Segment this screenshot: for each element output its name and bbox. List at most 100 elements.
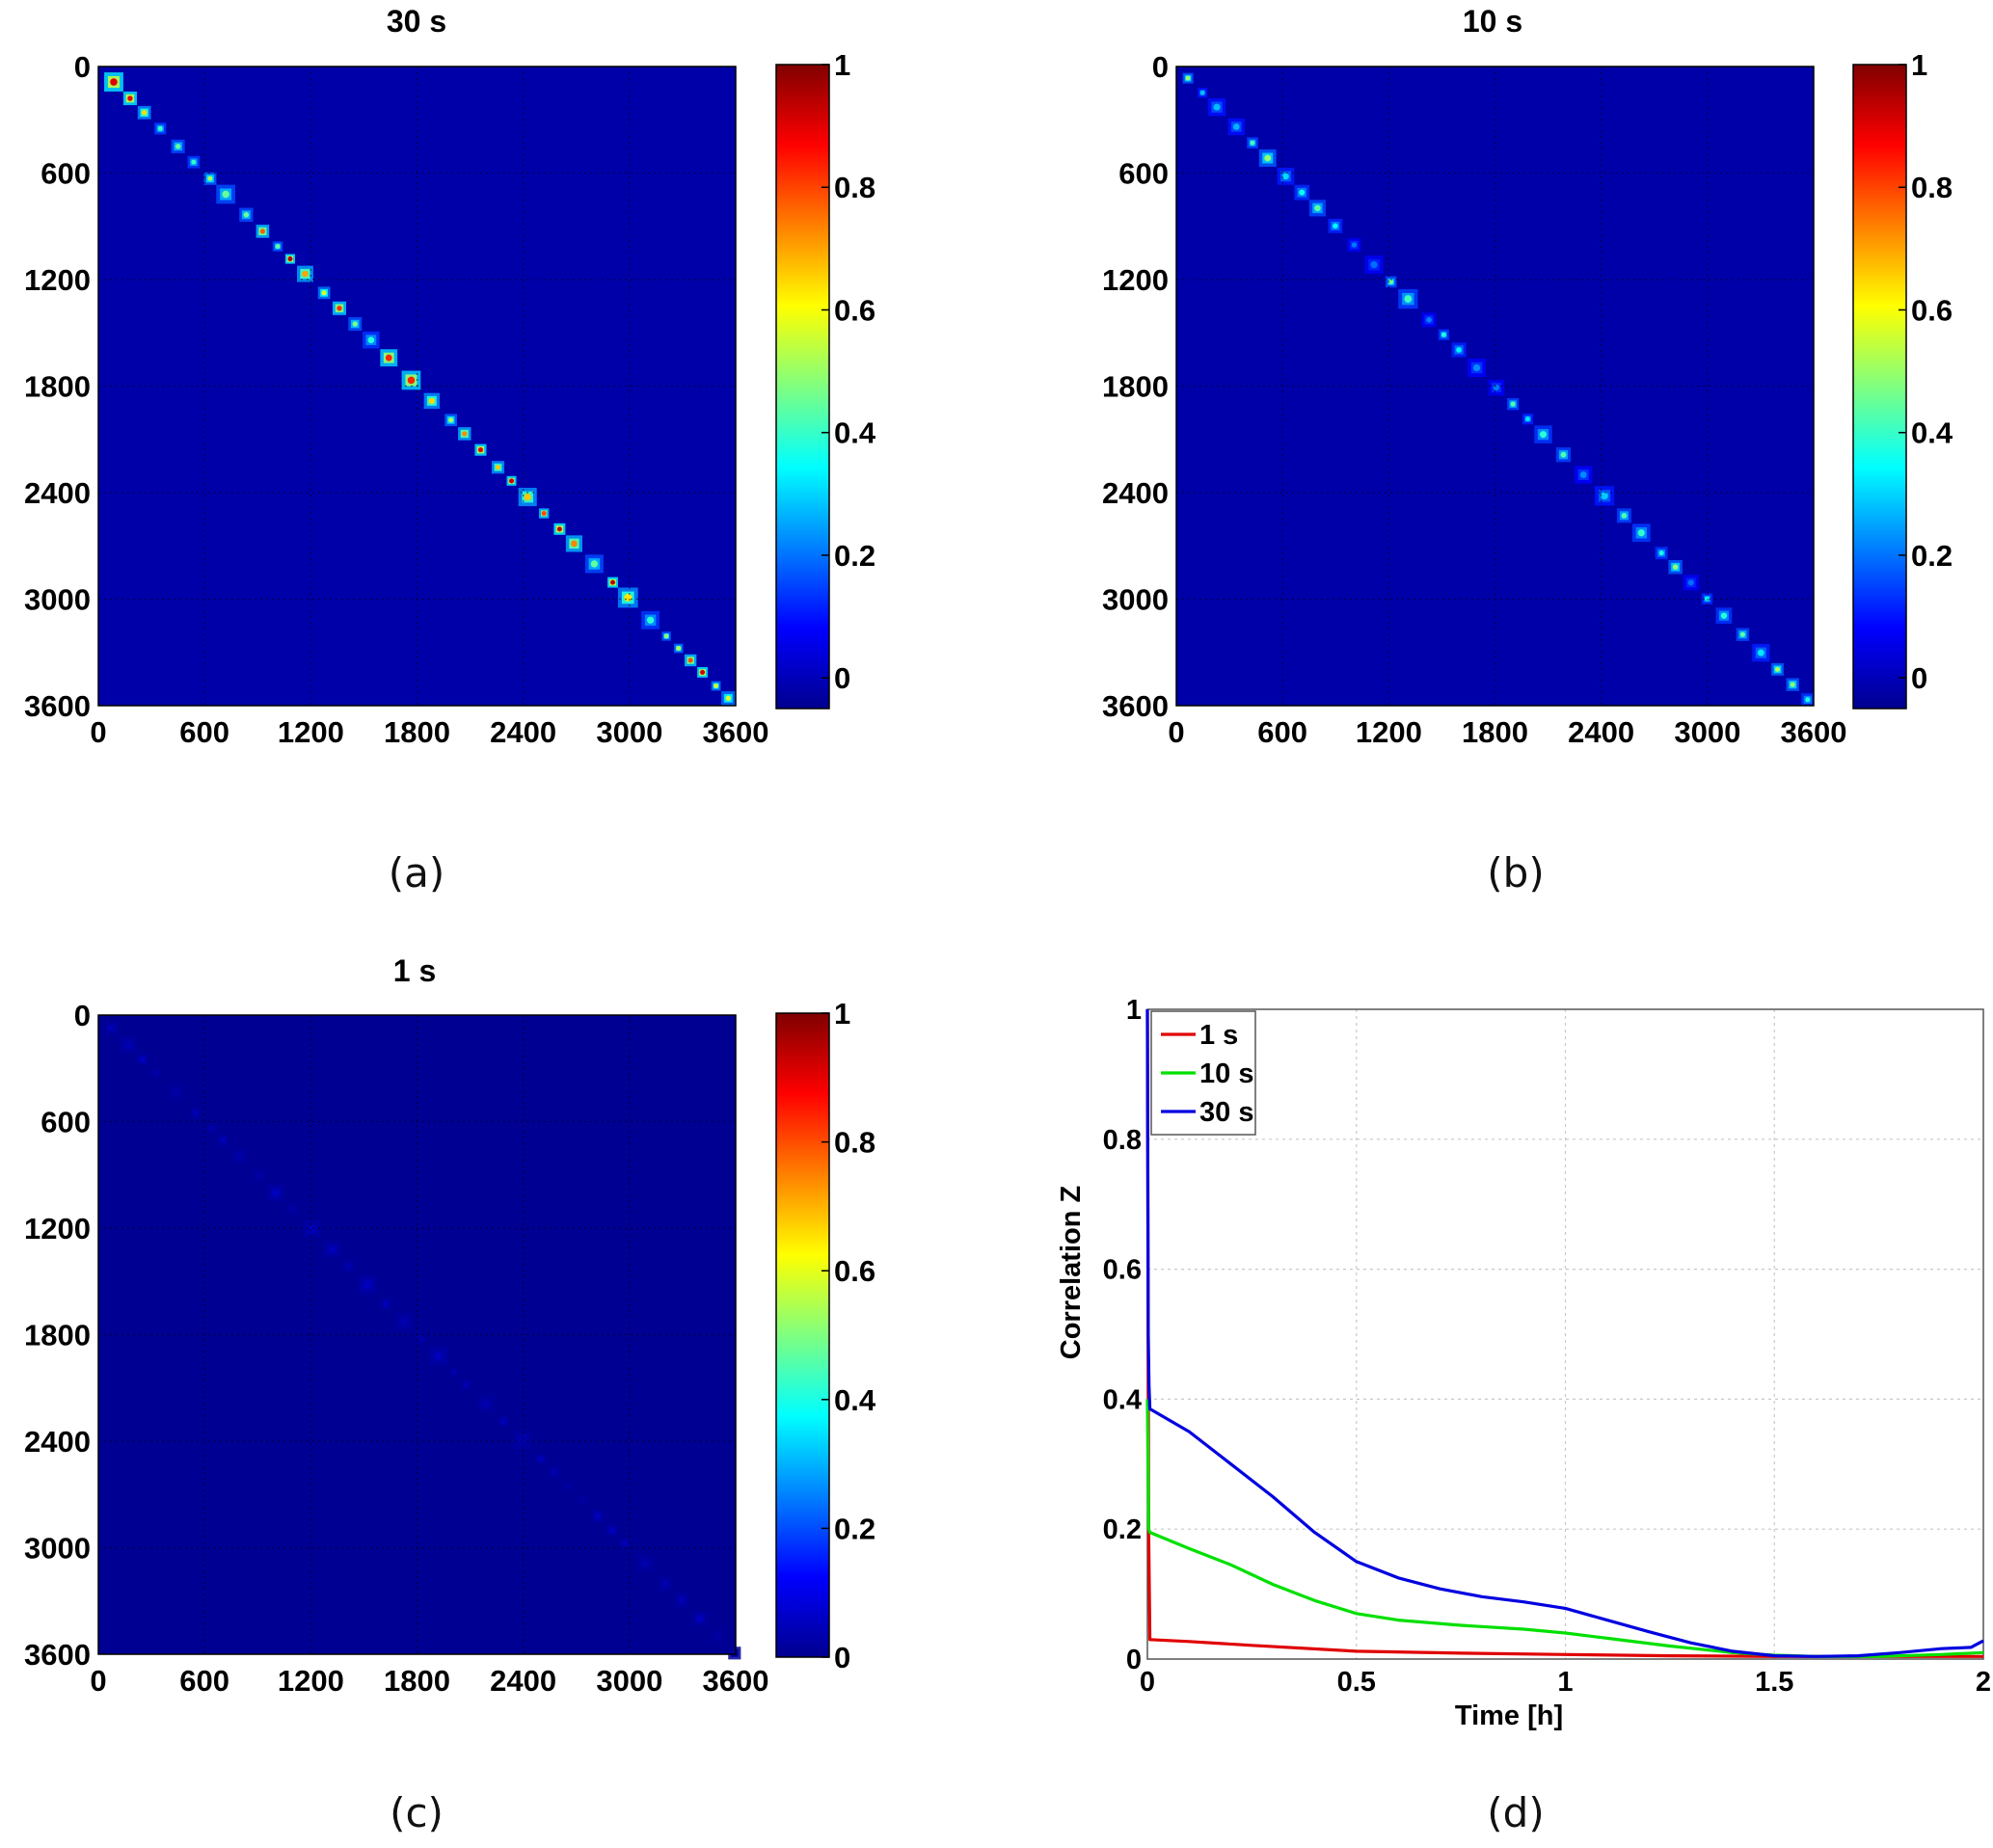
heatmap-peak	[1186, 76, 1191, 81]
heatmap-peak	[1580, 471, 1587, 478]
heatmap-peak	[623, 1540, 628, 1545]
x-tick-label: 1	[1557, 1667, 1573, 1698]
legend-label: 30 s	[1199, 1097, 1253, 1128]
heatmap-peak	[364, 1281, 371, 1289]
heatmap-peak	[557, 526, 562, 531]
x-tick-label: 2400	[1568, 715, 1634, 749]
heatmap-peak	[418, 1336, 423, 1341]
colorbar-tick-label: 0.2	[834, 539, 875, 573]
heatmap-peak	[287, 256, 292, 261]
x-tick-label: 2400	[490, 715, 556, 749]
panel-c-colorbar: 00.20.40.60.81	[776, 997, 876, 1674]
x-tick-label: 2	[1976, 1667, 1991, 1698]
colorbar-tick-label: 0.4	[834, 416, 876, 450]
heatmap-peak	[1473, 364, 1480, 371]
heatmap-peak	[194, 1111, 199, 1115]
x-tick-label: 2400	[490, 1664, 556, 1698]
heatmap-peak	[715, 1634, 721, 1640]
x-tick-label: 1800	[384, 715, 450, 749]
heatmap-peak	[1511, 402, 1516, 407]
y-tick-label: 0.4	[1103, 1384, 1142, 1415]
panel-b: 10 s 0 600 1200 1800 2400 3000 360006001200180…	[1102, 4, 1953, 897]
colorbar-tick-label: 0.4	[834, 1383, 876, 1417]
panel-c-heatmap: 0 600 1200 1800 2400 3000 36000600120018002400…	[24, 999, 768, 1698]
heatmap-peak	[566, 1484, 571, 1488]
heatmap-peak	[109, 1026, 114, 1031]
heatmap-peak	[1388, 280, 1393, 284]
y-tick-label: 3600	[24, 1638, 91, 1672]
heatmap-peak	[624, 594, 632, 602]
heatmap-peak	[1740, 632, 1745, 637]
legend-label: 10 s	[1199, 1058, 1253, 1089]
heatmap-peak	[448, 417, 453, 422]
heatmap-peak	[1233, 123, 1240, 130]
heatmap-peak	[1494, 385, 1499, 390]
y-tick-label: 1800	[24, 370, 91, 404]
heatmap-peak	[1775, 667, 1780, 672]
heatmap-peak	[700, 670, 705, 675]
heatmap-peak	[676, 646, 681, 651]
heatmap-peak	[1426, 317, 1432, 323]
heatmap-peak	[158, 126, 163, 131]
heatmap-peak	[542, 511, 547, 516]
heatmap-peak	[408, 377, 416, 385]
heatmap-peak	[1688, 579, 1694, 585]
panel-c: 1 s 0 600 1200 1800 2400 3000 3600060012001800…	[24, 953, 876, 1836]
colorbar-tick-label: 1	[834, 48, 850, 82]
heatmap-peak	[276, 244, 281, 249]
heatmap-peak	[509, 478, 514, 483]
heatmap-peak	[1264, 155, 1271, 162]
heatmap-peak	[1805, 697, 1810, 702]
heatmap-peak	[688, 658, 693, 663]
x-tick-label: 1.5	[1755, 1667, 1793, 1698]
heatmap-peak	[1250, 141, 1254, 146]
panel-d-linechart: 0 0.5 1 1.5 200.20.40.60.811 s10 s30 s	[1103, 995, 1991, 1698]
heatmap-peak	[127, 95, 132, 100]
y-tick-label: 2400	[24, 476, 91, 510]
y-tick-label: 2400	[1102, 476, 1169, 510]
heatmap-peak	[552, 1469, 557, 1475]
colorbar-tick-label: 0	[834, 1641, 850, 1674]
heatmap-peak	[322, 290, 327, 295]
y-tick-label: 0.2	[1103, 1514, 1142, 1545]
heatmap-peak	[175, 144, 180, 148]
panel-d-caption: (d)	[1487, 1789, 1544, 1836]
panel-a-heatmap: 0 600 1200 1800 2400 3000 36000600120018002400…	[24, 50, 768, 749]
heatmap-peak	[591, 560, 598, 567]
colorbar-tick-label: 1	[1911, 48, 1927, 82]
heatmap-peak	[571, 541, 578, 548]
heatmap-peak	[482, 1401, 489, 1407]
y-tick-label: 3600	[24, 689, 91, 723]
heatmap-peak	[609, 1528, 614, 1533]
y-tick-label: 1200	[1102, 263, 1169, 297]
heatmap-peak	[501, 1419, 506, 1424]
heatmap-peak	[1622, 513, 1628, 519]
heatmap-peak	[538, 1457, 543, 1461]
heatmap-peak	[1299, 190, 1305, 196]
heatmap-peak	[697, 1616, 702, 1620]
heatmap-peak	[1314, 205, 1321, 212]
x-tick-label: 0	[90, 715, 106, 749]
y-tick-label: 0	[74, 50, 91, 84]
heatmap-peak	[191, 160, 196, 165]
heatmap-peak	[478, 447, 483, 452]
heatmap-peak	[125, 1042, 132, 1049]
heatmap-peak	[367, 336, 374, 343]
heatmap-peak	[641, 1560, 649, 1567]
panel-d-ylabel: Correlation Z	[1056, 1186, 1087, 1359]
colorbar-tick-label: 0.8	[834, 1126, 875, 1160]
colorbar-tick-label: 0.8	[834, 171, 875, 204]
legend: 1 s10 s30 s	[1151, 1011, 1255, 1135]
panel-a-colorbar: 00.20.40.60.81	[776, 48, 876, 709]
y-tick-label: 3000	[24, 583, 91, 617]
y-tick-label: 0	[74, 999, 91, 1032]
heatmap-peak	[647, 617, 654, 624]
heatmap-peak	[664, 633, 669, 638]
colorbar-tick-label: 0.6	[1911, 293, 1953, 327]
y-tick-label: 3000	[24, 1532, 91, 1566]
y-tick-label: 2400	[24, 1425, 91, 1459]
heatmap-peak	[222, 191, 229, 199]
y-tick-label: 1800	[24, 1319, 91, 1353]
heatmap-peak	[386, 355, 392, 362]
heatmap-peak	[353, 321, 358, 326]
